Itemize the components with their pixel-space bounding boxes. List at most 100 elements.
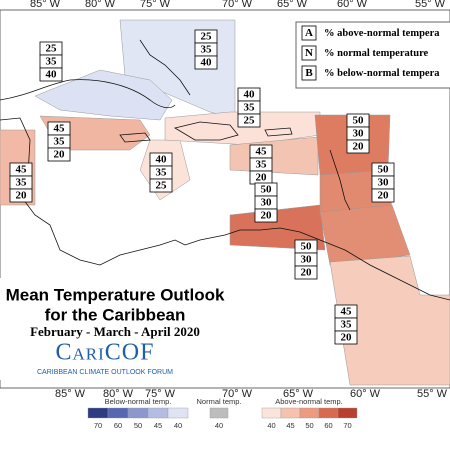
colorbar: Below-normal temp. 70 60 50 45 40 Normal temp.… [87, 397, 358, 430]
colorbar-cell [299, 407, 320, 419]
value-text: 40 [46, 69, 58, 81]
region [319, 204, 411, 266]
value-text: 40 [201, 57, 213, 69]
title-line1: Mean Temperature Outlook [6, 285, 225, 304]
value-cell [47, 147, 71, 162]
value-text: 35 [244, 102, 256, 114]
value-cell [254, 208, 278, 223]
longitude-label: 70° W [222, 388, 253, 400]
value-text: 35 [46, 56, 58, 68]
title-line2: for the Caribbean [45, 305, 186, 324]
value-text: 35 [54, 136, 66, 148]
longitude-label: 85° W [30, 0, 61, 10]
value-text: 20 [261, 210, 273, 222]
coast-hispaniola [173, 121, 239, 141]
colorbar-tick: 45 [286, 421, 294, 430]
logo-subtitle: CARIBBEAN CLIMATE OUTLOOK FORUM [37, 369, 173, 376]
region [329, 255, 450, 386]
colorbar-cell [87, 407, 109, 419]
value-text: 50 [353, 115, 365, 127]
value-text: 25 [244, 115, 256, 127]
coast-cuba [0, 79, 176, 109]
colorbar-cell [261, 407, 282, 419]
legend-frame [295, 21, 450, 89]
value-text: 45 [256, 146, 268, 158]
colorbar-tick: 40 [267, 421, 275, 430]
colorbar-tick: 45 [154, 421, 162, 430]
title-period: February - March - April 2020 [30, 324, 200, 339]
coast-jamaica [119, 132, 151, 143]
longitude-label: 55° W [415, 0, 446, 10]
value-text: 45 [16, 164, 28, 176]
value-cell [9, 188, 33, 203]
colorbar-label: Normal temp. [196, 397, 241, 406]
value-text: 35 [201, 44, 213, 56]
value-text: 35 [256, 159, 268, 171]
value-text: 50 [378, 164, 390, 176]
value-text: 20 [54, 149, 66, 161]
value-text: 50 [301, 241, 313, 253]
value-cell [294, 265, 318, 280]
title-backdrop [0, 278, 225, 380]
region [229, 204, 326, 251]
colorbar-tick: 70 [94, 421, 102, 430]
longitude-label: 60° W [337, 0, 368, 10]
longitude-label: 80° W [103, 388, 134, 400]
value-cell [237, 113, 261, 128]
value-cell [346, 139, 370, 154]
value-text: 45 [54, 123, 66, 135]
value-text: 20 [301, 267, 313, 279]
legend-text: % above-normal tempera [324, 28, 440, 39]
value-text: 20 [378, 190, 390, 202]
longitude-label: 85° W [55, 388, 86, 400]
value-text: 50 [261, 184, 273, 196]
longitude-label: 55° W [417, 388, 448, 400]
coast-lesser-antilles [329, 149, 351, 211]
legend-text: % below-normal tempera [324, 68, 440, 79]
longitude-label: 70° W [222, 0, 253, 10]
value-text: 35 [341, 319, 353, 331]
colorbar-cell [107, 407, 129, 419]
colorbar-tick: 40 [174, 421, 182, 430]
coast-puerto-rico [264, 127, 293, 137]
colorbar-tick: 50 [305, 421, 313, 430]
longitude-label: 75° W [140, 0, 171, 10]
value-cell [334, 330, 358, 345]
colorbar-cell [337, 407, 358, 419]
value-text: 35 [156, 167, 168, 179]
value-text: 20 [256, 172, 268, 184]
colorbar-cell [167, 407, 189, 419]
region [34, 69, 173, 121]
colorbar-tick: 60 [114, 421, 122, 430]
value-text: 40 [244, 89, 256, 101]
value-text: 30 [378, 177, 390, 189]
legend-key: N [305, 47, 313, 59]
legend: A % above-normal tempera N % normal tempera… [295, 21, 450, 89]
legend-key-box [301, 25, 317, 41]
value-cell [371, 188, 395, 203]
longitude-label: 60° W [350, 388, 381, 400]
value-text: 40 [156, 154, 168, 166]
value-text: 30 [353, 128, 365, 140]
value-cell [149, 178, 173, 193]
colorbar-label: Above-normal temp. [275, 397, 343, 406]
colorbar-tick: 40 [215, 421, 223, 430]
legend-key: A [305, 27, 313, 39]
value-text: 20 [16, 190, 28, 202]
longitude-label: 65° W [277, 0, 308, 10]
colorbar-label: Below-normal temp. [105, 397, 172, 406]
value-cell [39, 67, 63, 82]
legend-key-box [301, 45, 317, 61]
value-text: 25 [156, 180, 168, 192]
legend-key-box [301, 65, 317, 81]
longitude-label: 75° W [145, 388, 176, 400]
colorbar-cell [280, 407, 301, 419]
colorbar-cell [209, 407, 229, 419]
legend-key: B [305, 67, 313, 79]
colorbar-tick: 70 [343, 421, 351, 430]
value-text: 25 [46, 43, 58, 55]
colorbar-cell [127, 407, 149, 419]
colorbar-tick: 60 [324, 421, 332, 430]
